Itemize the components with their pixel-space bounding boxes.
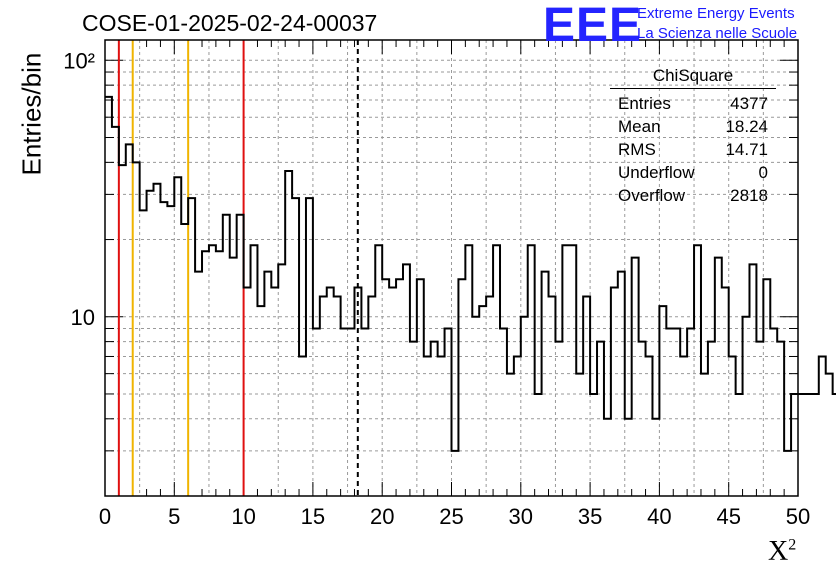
x-tick-label: 0 xyxy=(99,504,111,529)
x-tick-label: 40 xyxy=(647,504,671,529)
x-tick-label: 35 xyxy=(578,504,602,529)
x-tick-label: 15 xyxy=(301,504,325,529)
logo-line-2: La Scienza nelle Scuole xyxy=(637,25,798,42)
stats-value: 18.24 xyxy=(725,117,768,136)
stats-box: ChiSquare Entries 4377 Mean 18.24 RMS 14… xyxy=(610,66,776,207)
stats-value: 4377 xyxy=(730,94,768,113)
x-tick-label: 10 xyxy=(231,504,255,529)
x-axis-label: Χ2 xyxy=(768,536,797,567)
stats-value: 2818 xyxy=(730,186,768,205)
chart-title: COSE-01-2025-02-24-00037 xyxy=(82,10,378,36)
stats-row-rms: RMS 14.71 xyxy=(610,138,776,161)
stats-value: 0 xyxy=(758,163,768,182)
logo-line-1: Extreme Energy Events xyxy=(637,5,795,22)
stats-row-mean: Mean 18.24 xyxy=(610,115,776,138)
stats-label: Entries xyxy=(618,94,671,113)
stats-name: ChiSquare xyxy=(610,66,776,89)
stats-row-overflow: Overflow 2818 xyxy=(610,184,776,207)
stats-value: 14.71 xyxy=(725,140,768,159)
x-tick-label: 20 xyxy=(370,504,394,529)
y-axis-label: Entries/bin xyxy=(16,52,47,176)
eee-logo: EEE xyxy=(543,0,643,52)
stats-label: Underflow xyxy=(618,163,695,182)
stats-row-underflow: Underflow 0 xyxy=(610,161,776,184)
y-tick-label: 10² xyxy=(63,48,95,73)
stats-label: Mean xyxy=(618,117,661,136)
histogram-line xyxy=(105,95,836,452)
plot-frame xyxy=(104,39,799,497)
y-tick-label: 10 xyxy=(71,305,95,330)
stats-label: Overflow xyxy=(618,186,686,205)
x-tick-label: 50 xyxy=(786,504,810,529)
x-tick-label: 30 xyxy=(509,504,533,529)
x-tick-label: 5 xyxy=(168,504,180,529)
x-tick-label: 25 xyxy=(439,504,463,529)
stats-row-entries: Entries 4377 xyxy=(610,92,776,115)
stats-label: RMS xyxy=(618,140,656,159)
x-tick-label: 45 xyxy=(716,504,740,529)
